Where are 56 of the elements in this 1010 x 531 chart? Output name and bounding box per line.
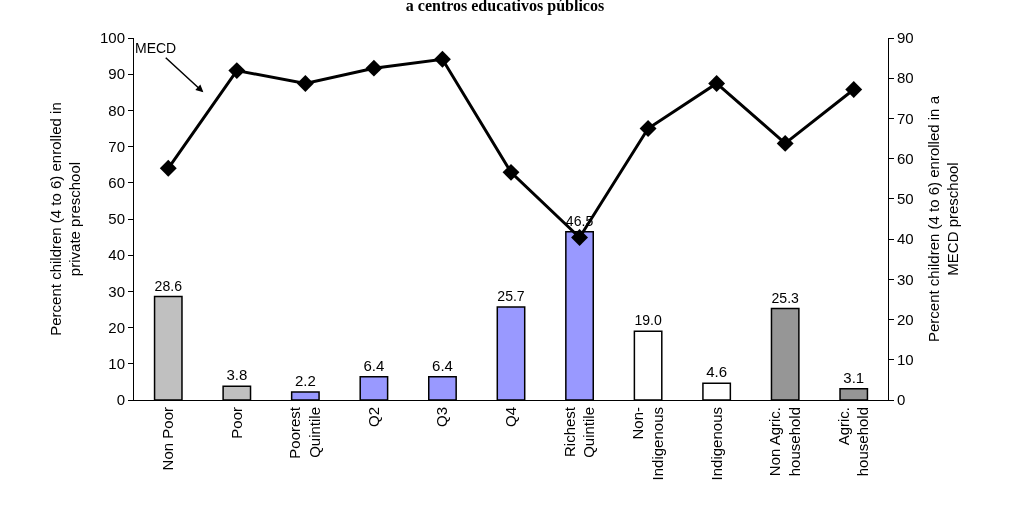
x-tick-label: Non Agric. household [766,407,803,477]
y-tick-label: 30 [108,282,125,300]
point [776,134,794,152]
x-tick-label: Poor [227,407,245,439]
y2-tick-label: 30 [897,270,914,288]
data-label: 25.3 [771,289,800,306]
point [571,229,588,246]
y-tick-label: 90 [108,65,125,83]
x-tick-label: Poorest Quintile [286,406,323,459]
y-tick-label: 100 [99,29,125,47]
y-tick-label: 0 [116,391,125,409]
y2-tick-label: 90 [897,29,914,47]
y2-axis-title: Percent children (4 to 6) enrolled in a MECD preschool [924,95,962,342]
y-tick-label: 20 [108,318,125,336]
point [159,159,177,177]
x-tick-label: Richest Quintile [560,406,598,458]
y-tick-label: 70 [108,137,125,155]
y-axis-title: Percent children (4 to 6) enrolled in private preschool [46,102,84,336]
x-tick-label: Q2 [364,407,382,428]
x-tick-label: Non- Indigenous [629,407,666,481]
point [296,75,314,92]
y2-tick-label: 60 [897,149,914,167]
y2-tick-label: 0 [897,391,906,409]
y-tick-label: 50 [108,210,125,228]
point [845,81,863,98]
y2-tick-label: 10 [897,351,914,369]
point [502,163,520,181]
data-label: 28.6 [154,277,183,294]
point [228,62,246,80]
point [365,59,383,77]
data-label: 3.8 [226,366,248,384]
y2-tick-label: 40 [897,230,914,248]
data-label: 25.7 [497,288,525,305]
x-tick-label: Q3 [433,407,451,428]
x-tick-label: Q4 [501,407,519,428]
y-tick-label: 80 [108,101,125,119]
y-tick-label: 60 [108,174,125,192]
x-tick-label: Indigenous [707,407,725,481]
point [639,120,657,137]
data-label: 6.4 [363,356,385,374]
point [434,50,451,68]
data-label: 3.1 [843,368,865,386]
y2-tick-label: 80 [897,69,914,87]
data-label: 6.4 [432,356,453,374]
y-tick-label: 40 [108,246,125,264]
x-tick-label: Non Poor [159,407,177,471]
y2-tick-label: 20 [897,310,914,328]
data-label: 2.2 [294,372,316,390]
data-label: 19.0 [634,312,662,329]
y2-tick-label: 70 [897,109,914,127]
point [708,75,726,92]
y2-tick-label: 50 [897,190,914,208]
y-tick-label: 10 [108,355,125,373]
data-label: 4.6 [706,363,728,381]
chart-title: a centros educativos públicos [405,0,605,16]
annotation: MECD [135,40,177,56]
